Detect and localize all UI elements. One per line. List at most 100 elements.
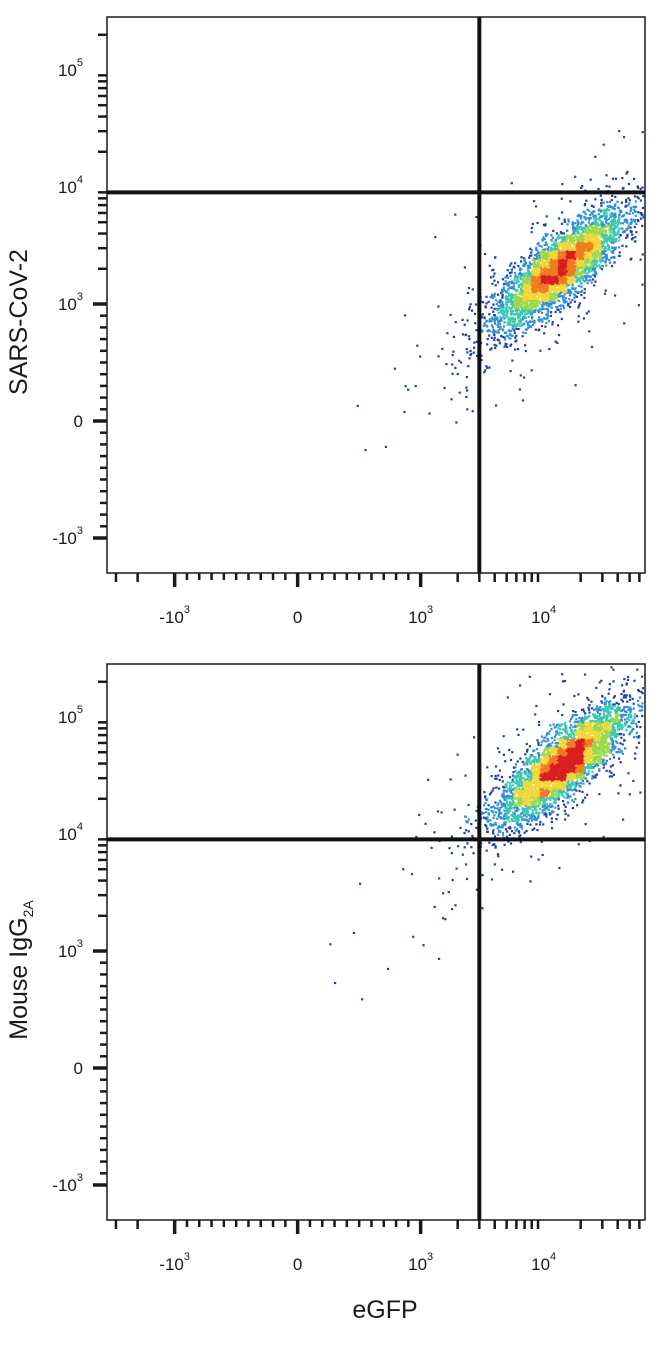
event-dot bbox=[502, 288, 505, 291]
event-dot bbox=[577, 241, 580, 244]
event-dot bbox=[604, 726, 607, 730]
event-dot bbox=[497, 320, 500, 323]
event-dot bbox=[550, 251, 553, 254]
event-dot bbox=[576, 229, 579, 232]
event-dot bbox=[528, 278, 531, 281]
event-dot bbox=[551, 260, 554, 263]
event-dot bbox=[621, 244, 624, 247]
event-dot bbox=[575, 235, 578, 238]
event-dot bbox=[552, 253, 556, 256]
event-dot bbox=[534, 259, 537, 262]
event-dot bbox=[616, 224, 619, 227]
event-dot bbox=[568, 270, 571, 273]
event-dot bbox=[537, 319, 540, 322]
event-dot bbox=[526, 322, 529, 325]
x-tick-label: 104 bbox=[531, 604, 556, 627]
event-dot bbox=[512, 312, 515, 315]
event-dot bbox=[494, 256, 497, 259]
event-dot bbox=[572, 222, 575, 225]
event-dot bbox=[552, 255, 555, 258]
event-dot bbox=[599, 210, 602, 213]
event-dot bbox=[607, 205, 610, 208]
event-dot bbox=[585, 238, 588, 241]
event-dot bbox=[554, 275, 557, 278]
event-dot bbox=[356, 404, 359, 407]
event-dot bbox=[497, 300, 500, 303]
event-dot bbox=[549, 267, 552, 270]
event-dot bbox=[544, 223, 547, 226]
event-dot bbox=[511, 309, 514, 313]
event-dot bbox=[557, 807, 560, 810]
event-dot bbox=[464, 334, 467, 337]
event-dot bbox=[589, 223, 592, 226]
event-dot bbox=[587, 310, 590, 313]
event-dot bbox=[552, 301, 555, 305]
event-dot bbox=[506, 282, 510, 285]
event-dot bbox=[592, 210, 595, 213]
event-dot bbox=[517, 301, 520, 304]
event-dot bbox=[601, 265, 605, 268]
event-dot bbox=[577, 285, 581, 288]
event-dot bbox=[618, 251, 621, 254]
event-dot bbox=[404, 385, 407, 388]
event-dot bbox=[548, 276, 552, 279]
event-dot bbox=[576, 221, 579, 224]
event-dot bbox=[529, 297, 532, 300]
event-dot bbox=[565, 282, 568, 285]
event-dot bbox=[555, 254, 558, 257]
event-dot bbox=[475, 303, 478, 306]
x-tick-label: -103 bbox=[159, 604, 190, 627]
event-dot bbox=[513, 313, 516, 316]
event-dot bbox=[544, 260, 547, 263]
event-dot bbox=[528, 295, 531, 298]
event-dot bbox=[596, 752, 599, 755]
event-dot bbox=[473, 346, 476, 349]
event-dot bbox=[554, 296, 557, 299]
event-dot bbox=[576, 255, 579, 258]
event-dot bbox=[565, 279, 568, 282]
event-dot bbox=[493, 314, 496, 317]
event-dot bbox=[570, 238, 573, 241]
event-dot bbox=[548, 812, 551, 815]
event-dot bbox=[616, 221, 619, 224]
event-dot bbox=[641, 206, 644, 210]
event-dot bbox=[548, 279, 551, 282]
event-dot bbox=[548, 281, 551, 284]
event-dot bbox=[586, 244, 589, 247]
event-dot bbox=[531, 307, 534, 310]
event-dot bbox=[618, 214, 621, 217]
event-dot bbox=[587, 217, 590, 220]
event-dot bbox=[530, 281, 533, 285]
event-dot bbox=[583, 242, 586, 245]
event-dot bbox=[510, 298, 513, 301]
event-dot bbox=[549, 299, 552, 303]
event-dot bbox=[592, 240, 595, 243]
event-dot bbox=[608, 261, 612, 264]
event-dot bbox=[603, 210, 606, 213]
event-dot bbox=[504, 343, 507, 346]
event-dot bbox=[640, 217, 643, 220]
event-dot bbox=[572, 726, 575, 729]
event-dot bbox=[515, 809, 519, 813]
event-dot bbox=[539, 277, 542, 280]
event-dot bbox=[583, 280, 586, 283]
event-dot bbox=[621, 187, 624, 190]
event-dot bbox=[543, 243, 546, 246]
event-dot bbox=[540, 293, 543, 296]
event-dot bbox=[602, 729, 605, 732]
event-dot bbox=[578, 291, 581, 294]
event-dot bbox=[600, 255, 603, 258]
event-dot bbox=[593, 217, 596, 220]
event-dot bbox=[518, 283, 521, 286]
event-dot bbox=[610, 236, 614, 240]
event-dot bbox=[564, 297, 568, 300]
event-dot bbox=[535, 300, 538, 303]
event-dot bbox=[614, 294, 617, 297]
event-dot bbox=[571, 275, 574, 278]
event-dot bbox=[587, 221, 590, 224]
event-dot bbox=[590, 204, 593, 207]
event-dot bbox=[513, 812, 516, 815]
event-dot bbox=[527, 315, 530, 318]
event-dot bbox=[536, 261, 539, 264]
event-dot bbox=[561, 270, 565, 273]
